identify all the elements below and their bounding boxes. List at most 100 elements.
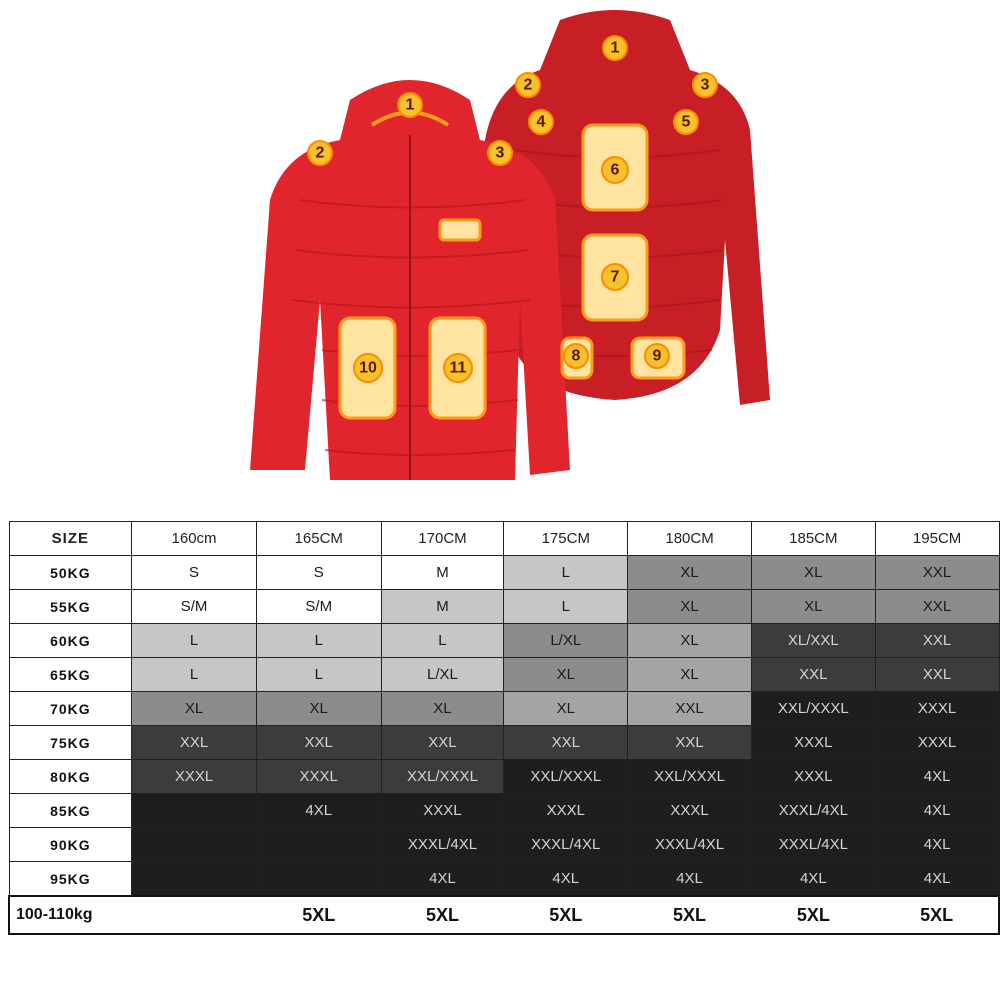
size-cell <box>131 827 257 862</box>
size-cell: 5XL <box>256 896 382 934</box>
size-cell: XXL <box>627 725 752 760</box>
size-cell: XXL <box>874 623 1000 658</box>
size-cell: L/XL <box>380 657 505 692</box>
size-cell <box>255 861 382 897</box>
weight-label: 80KG <box>8 759 133 794</box>
table-row: 55KG S/M S/M M L XL XL XXL <box>8 589 1000 624</box>
height-header: 195CM <box>874 521 1000 556</box>
back-zone-labels: 1 2 3 4 5 6 7 8 9 <box>515 35 718 369</box>
size-cell: XXXL <box>380 793 505 828</box>
svg-text:11: 11 <box>450 360 467 377</box>
size-cell: XXL <box>874 589 1000 624</box>
weight-label: 95KG <box>8 861 133 897</box>
size-cell: XXL <box>380 725 505 760</box>
size-cell: XL <box>627 623 752 658</box>
header-row: SIZE 160cm 165CM 170CM 175CM 180CM 185CM 195CM <box>8 521 1000 556</box>
size-cell: XXL <box>131 725 257 760</box>
size-cell <box>131 793 257 828</box>
size-cell: XXXL <box>255 759 382 794</box>
size-cell: 4XL <box>874 793 1000 828</box>
size-cell: L <box>380 623 505 658</box>
height-header: 170CM <box>380 521 505 556</box>
size-cell: L <box>255 623 382 658</box>
size-cell: L <box>503 589 629 624</box>
size-cell: XXXL <box>503 793 629 828</box>
size-cell: L <box>131 657 257 692</box>
size-cell: XL <box>750 589 876 624</box>
size-cell: XL <box>503 691 629 726</box>
size-cell: XXXL <box>750 759 876 794</box>
size-cell: XXL <box>503 725 629 760</box>
size-cell: 4XL <box>750 861 876 897</box>
table-row-last: 100-110kg 5XL 5XL 5XL 5XL 5XL 5XL <box>9 896 999 934</box>
size-cell: XXL <box>750 657 876 692</box>
size-cell: XXL <box>627 691 752 726</box>
size-cell: 4XL <box>255 793 382 828</box>
size-cell: XXL <box>874 555 1000 590</box>
size-cell: XL <box>627 589 752 624</box>
svg-text:9: 9 <box>653 348 662 365</box>
height-header: 175CM <box>503 521 629 556</box>
svg-text:2: 2 <box>316 145 325 162</box>
size-cell: L <box>255 657 382 692</box>
size-cell: 5XL <box>627 896 752 934</box>
size-cell: XL <box>750 555 876 590</box>
size-cell: 4XL <box>874 861 1000 897</box>
size-cell: 5XL <box>503 896 628 934</box>
size-cell: S <box>131 555 257 590</box>
size-cell: 4XL <box>627 861 752 897</box>
size-cell: XXXL/4XL <box>627 827 752 862</box>
size-cell: XXXL <box>627 793 752 828</box>
size-cell: S <box>255 555 382 590</box>
table-row: 70KG XL XL XL XL XXL XXL/XXXL XXXL <box>8 691 1000 726</box>
table-row: 60KG L L L L/XL XL XL/XXL XXL <box>8 623 1000 658</box>
svg-text:4: 4 <box>537 114 546 131</box>
svg-text:3: 3 <box>701 77 710 94</box>
size-cell: XXL <box>255 725 382 760</box>
heated-jacket-illustration: 1 2 3 10 11 1 2 3 4 5 6 7 8 9 <box>250 10 770 480</box>
size-cell: L <box>131 623 257 658</box>
size-cell: XL <box>503 657 629 692</box>
size-cell <box>255 827 382 862</box>
size-cell: XXXL <box>874 725 1000 760</box>
svg-text:1: 1 <box>406 97 415 114</box>
size-cell: XXL/XXXL <box>627 759 752 794</box>
svg-text:10: 10 <box>359 360 377 377</box>
weight-label: 65KG <box>8 657 133 692</box>
size-cell: 4XL <box>380 861 505 897</box>
size-cell: 4XL <box>874 827 1000 862</box>
size-cell: 5XL <box>875 896 999 934</box>
height-header: 185CM <box>750 521 876 556</box>
size-cell: XXL/XXXL <box>503 759 629 794</box>
svg-text:8: 8 <box>572 348 581 365</box>
table-row: 80KG XXXL XXXL XXL/XXXL XXL/XXXL XXL/XXXL XXXL… <box>8 759 1000 794</box>
size-cell: XL <box>255 691 382 726</box>
table-row: 65KG L L L/XL XL XL XXL XXL <box>8 657 1000 692</box>
size-cell: XL/XXL <box>750 623 876 658</box>
table-row: 95KG 4XL 4XL 4XL 4XL 4XL <box>8 861 1000 897</box>
size-cell: XXL <box>874 657 1000 692</box>
table-row: 85KG 4XL XXXL XXXL XXXL XXXL/4XL 4XL <box>8 793 1000 828</box>
svg-text:2: 2 <box>524 77 533 94</box>
size-cell: 5XL <box>751 896 876 934</box>
size-cell <box>131 861 257 897</box>
table-row: 90KG XXXL/4XL XXXL/4XL XXXL/4XL XXXL/4XL 4XL <box>8 827 1000 862</box>
size-cell: M <box>380 589 505 624</box>
size-corner-label: SIZE <box>8 521 133 556</box>
height-header: 160cm <box>131 521 257 556</box>
weight-label: 75KG <box>8 725 133 760</box>
weight-label: 85KG <box>8 793 133 828</box>
weight-label: 60KG <box>8 623 133 658</box>
size-cell <box>131 896 257 934</box>
svg-text:1: 1 <box>611 40 620 57</box>
size-cell: XL <box>380 691 505 726</box>
svg-text:3: 3 <box>496 145 505 162</box>
weight-label: 55KG <box>8 589 133 624</box>
size-cell: XXXL <box>750 725 876 760</box>
size-cell: XXL/XXXL <box>380 759 505 794</box>
size-cell: 5XL <box>381 896 504 934</box>
size-chart: SIZE 160cm 165CM 170CM 175CM 180CM 185CM 195CM 5… <box>8 521 1000 935</box>
size-cell: 4XL <box>874 759 1000 794</box>
weight-label: 70KG <box>8 691 133 726</box>
size-cell: L <box>503 555 629 590</box>
